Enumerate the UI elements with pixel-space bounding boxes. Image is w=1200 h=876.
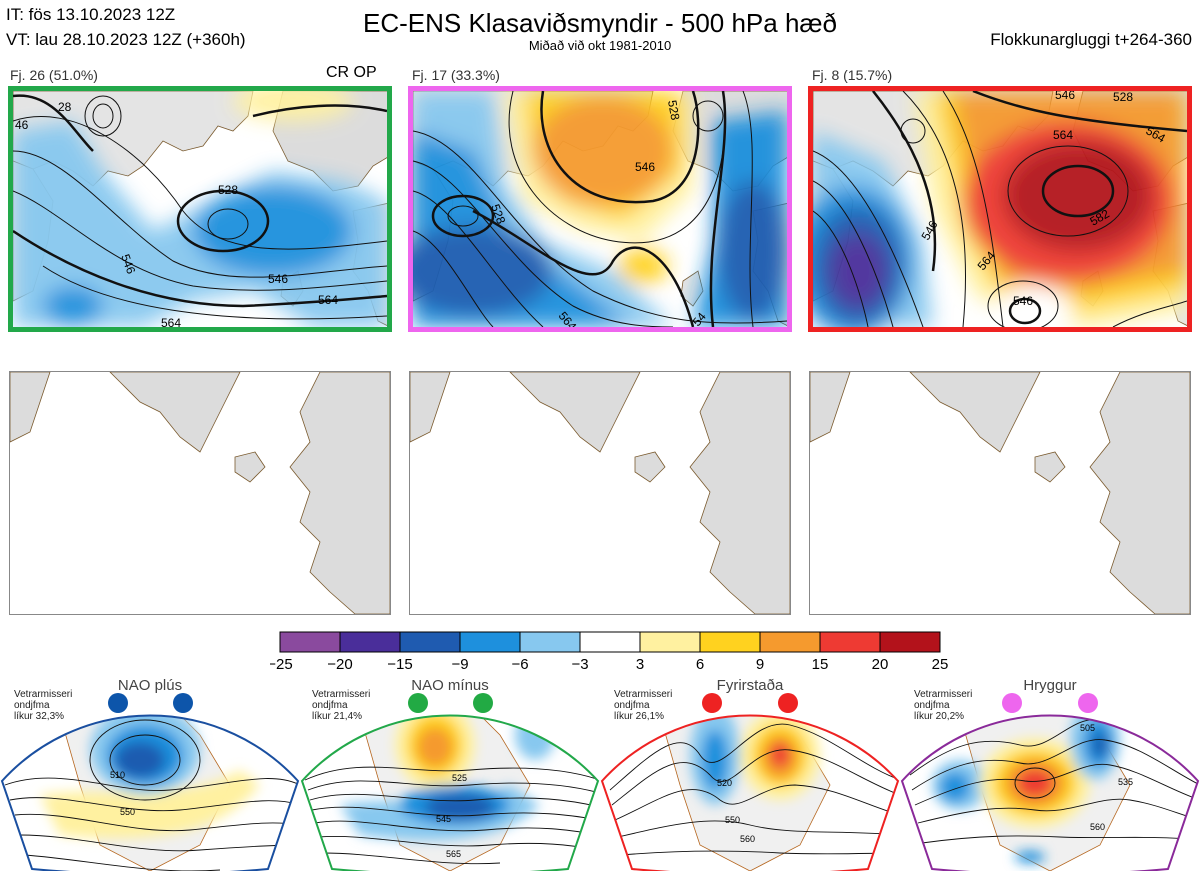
colorbar-box: [819, 631, 881, 653]
cluster-2-contour-label: 528: [665, 99, 682, 121]
cluster-1-tags: CR OP: [326, 64, 377, 81]
cluster-3-map: 528 546 564 564 546 564 582 546: [808, 86, 1192, 332]
regime-contour-label: 550: [725, 815, 740, 825]
regime-meta: Vetrarmisseri ondjfma líkur 20,2%: [914, 689, 973, 722]
colorbar-tick-label: −20: [327, 656, 352, 673]
cluster-1-contour-label: 564: [318, 293, 338, 307]
regime-blocking: 520 550 560 Fyrirstaða Vetrarmisseri ondj…: [600, 675, 900, 876]
regime-dot: [108, 693, 128, 713]
cluster-1-contour-label: 528: [218, 183, 238, 197]
cluster-1-map: 528 546 546 564 564 46 28: [8, 86, 392, 332]
empty-map-3: [809, 371, 1191, 615]
cluster-1-anom-blue-2: [43, 286, 103, 326]
regime-ridge: 505 535 560 Hryggur Vetrarmisseri ondjfma…: [900, 675, 1200, 876]
cluster-2-map: 528 546 564 528 54: [408, 86, 792, 332]
cluster-3-contour-label: 528: [1113, 91, 1133, 104]
regime-name: Fyrirstaða: [716, 677, 784, 694]
regime-dot: [173, 693, 193, 713]
cluster-1-label: Fj. 26 (51.0%): [10, 67, 98, 83]
colorbar-box: [639, 631, 701, 653]
regime-dot: [702, 693, 722, 713]
regime-contour-label: 505: [1080, 723, 1095, 733]
colorbar-tick-label: −25: [270, 656, 293, 673]
empty-map-1: [9, 371, 391, 615]
regime-contour-label: 510: [110, 770, 125, 780]
chart-subtitle: Miðað við okt 1981-2010: [528, 38, 672, 53]
chart-title: EC-ENS Klasaviðsmyndir - 500 hPa hæð: [363, 8, 837, 38]
colorbar-tick-label: −15: [387, 656, 412, 673]
regime-nao-plus: 510 550 NAO plús Vetrarmisseri ondjfma lík…: [0, 675, 300, 876]
colorbar-tick-label: −6: [511, 656, 528, 673]
valid-time: VT: lau 28.10.2023 12Z (+360h): [6, 30, 246, 49]
regime-dot: [473, 693, 493, 713]
regime-dot: [408, 693, 428, 713]
colorbar-tick-label: −9: [451, 656, 468, 673]
regime-contour-label: 550: [120, 807, 135, 817]
regime-meta: Vetrarmisseri ondjfma líkur 21,4%: [312, 689, 371, 722]
regime-contour-label: 525: [452, 773, 467, 783]
cluster-1-contour-label: 46: [15, 118, 29, 132]
colorbar-tick-label: −3: [571, 656, 588, 673]
cluster-3-contour-label: 546: [1055, 91, 1075, 102]
cluster-1-contour-label: 546: [118, 252, 138, 276]
cluster-2-label: Fj. 17 (33.3%): [412, 67, 500, 83]
regime-dot: [778, 693, 798, 713]
cluster-3-contour-label: 546: [1013, 294, 1033, 308]
cluster-2-contour-label: 546: [635, 160, 655, 174]
classification-window: Flokkunargluggi t+264-360: [990, 30, 1192, 49]
regime-contour-label: 545: [436, 814, 451, 824]
colorbar-tick-label: 15: [812, 656, 829, 673]
colorbar-tick-label: 9: [756, 656, 764, 673]
regime-meta: Vetrarmisseri ondjfma líkur 32,3%: [14, 689, 73, 722]
empty-map-2: [409, 371, 791, 615]
colorbar-box: [279, 631, 341, 653]
regime-contour-label: 520: [717, 778, 732, 788]
regime-dot: [1078, 693, 1098, 713]
regime-contour-label: 565: [446, 849, 461, 859]
cluster-3-svg: 528 546 564 564 546 564 582 546: [813, 91, 1187, 327]
colorbar-tick-label: 25: [932, 656, 949, 673]
regime-contour-label: 560: [1090, 822, 1105, 832]
colorbar-box: [339, 631, 401, 653]
colorbar-box: [759, 631, 821, 653]
regime-name: NAO plús: [117, 677, 183, 694]
cluster-2-contour-label: 528: [488, 202, 508, 226]
regime-name: NAO mínus: [411, 677, 489, 694]
issue-time: IT: fös 13.10.2023 12Z: [6, 5, 176, 24]
regime-contour-label: 535: [1118, 777, 1133, 787]
cluster-1-svg: 528 546 546 564 564 46 28: [13, 91, 387, 327]
regime-meta: Vetrarmisseri ondjfma líkur 26,1%: [614, 689, 673, 722]
colorbar-tick-label: 20: [872, 656, 889, 673]
colorbar-box: [459, 631, 521, 653]
regime-contour-label: 560: [740, 834, 755, 844]
regime-dot: [1002, 693, 1022, 713]
cluster-3-contour-label: 564: [1053, 128, 1073, 142]
regime-name: Hryggur: [1023, 677, 1077, 694]
regime-nao-minus: 525 545 565 NAO mínus Vetrarmisseri ondjf…: [300, 675, 600, 876]
cluster-1-contour-label: 28: [58, 100, 72, 114]
colorbar-box: [519, 631, 581, 653]
cluster-1-contour-label: 564: [161, 316, 181, 327]
colorbar-tick-label: 6: [696, 656, 704, 673]
cluster-2-svg: 528 546 564 528 54: [413, 91, 787, 327]
colorbar-box: [699, 631, 761, 653]
colorbar-box: [399, 631, 461, 653]
cluster-1-contour-label: 546: [268, 272, 288, 286]
cluster-1-anom-blue: [193, 186, 353, 276]
colorbar-box: [879, 631, 941, 653]
colorbar-box: [579, 631, 641, 653]
cluster-3-label: Fj. 8 (15.7%): [812, 67, 893, 83]
colorbar-tick-label: 3: [636, 656, 644, 673]
colorbar: −25 −20 −15 −9 −6 −3 3 6 9 15 20 25: [270, 631, 949, 673]
